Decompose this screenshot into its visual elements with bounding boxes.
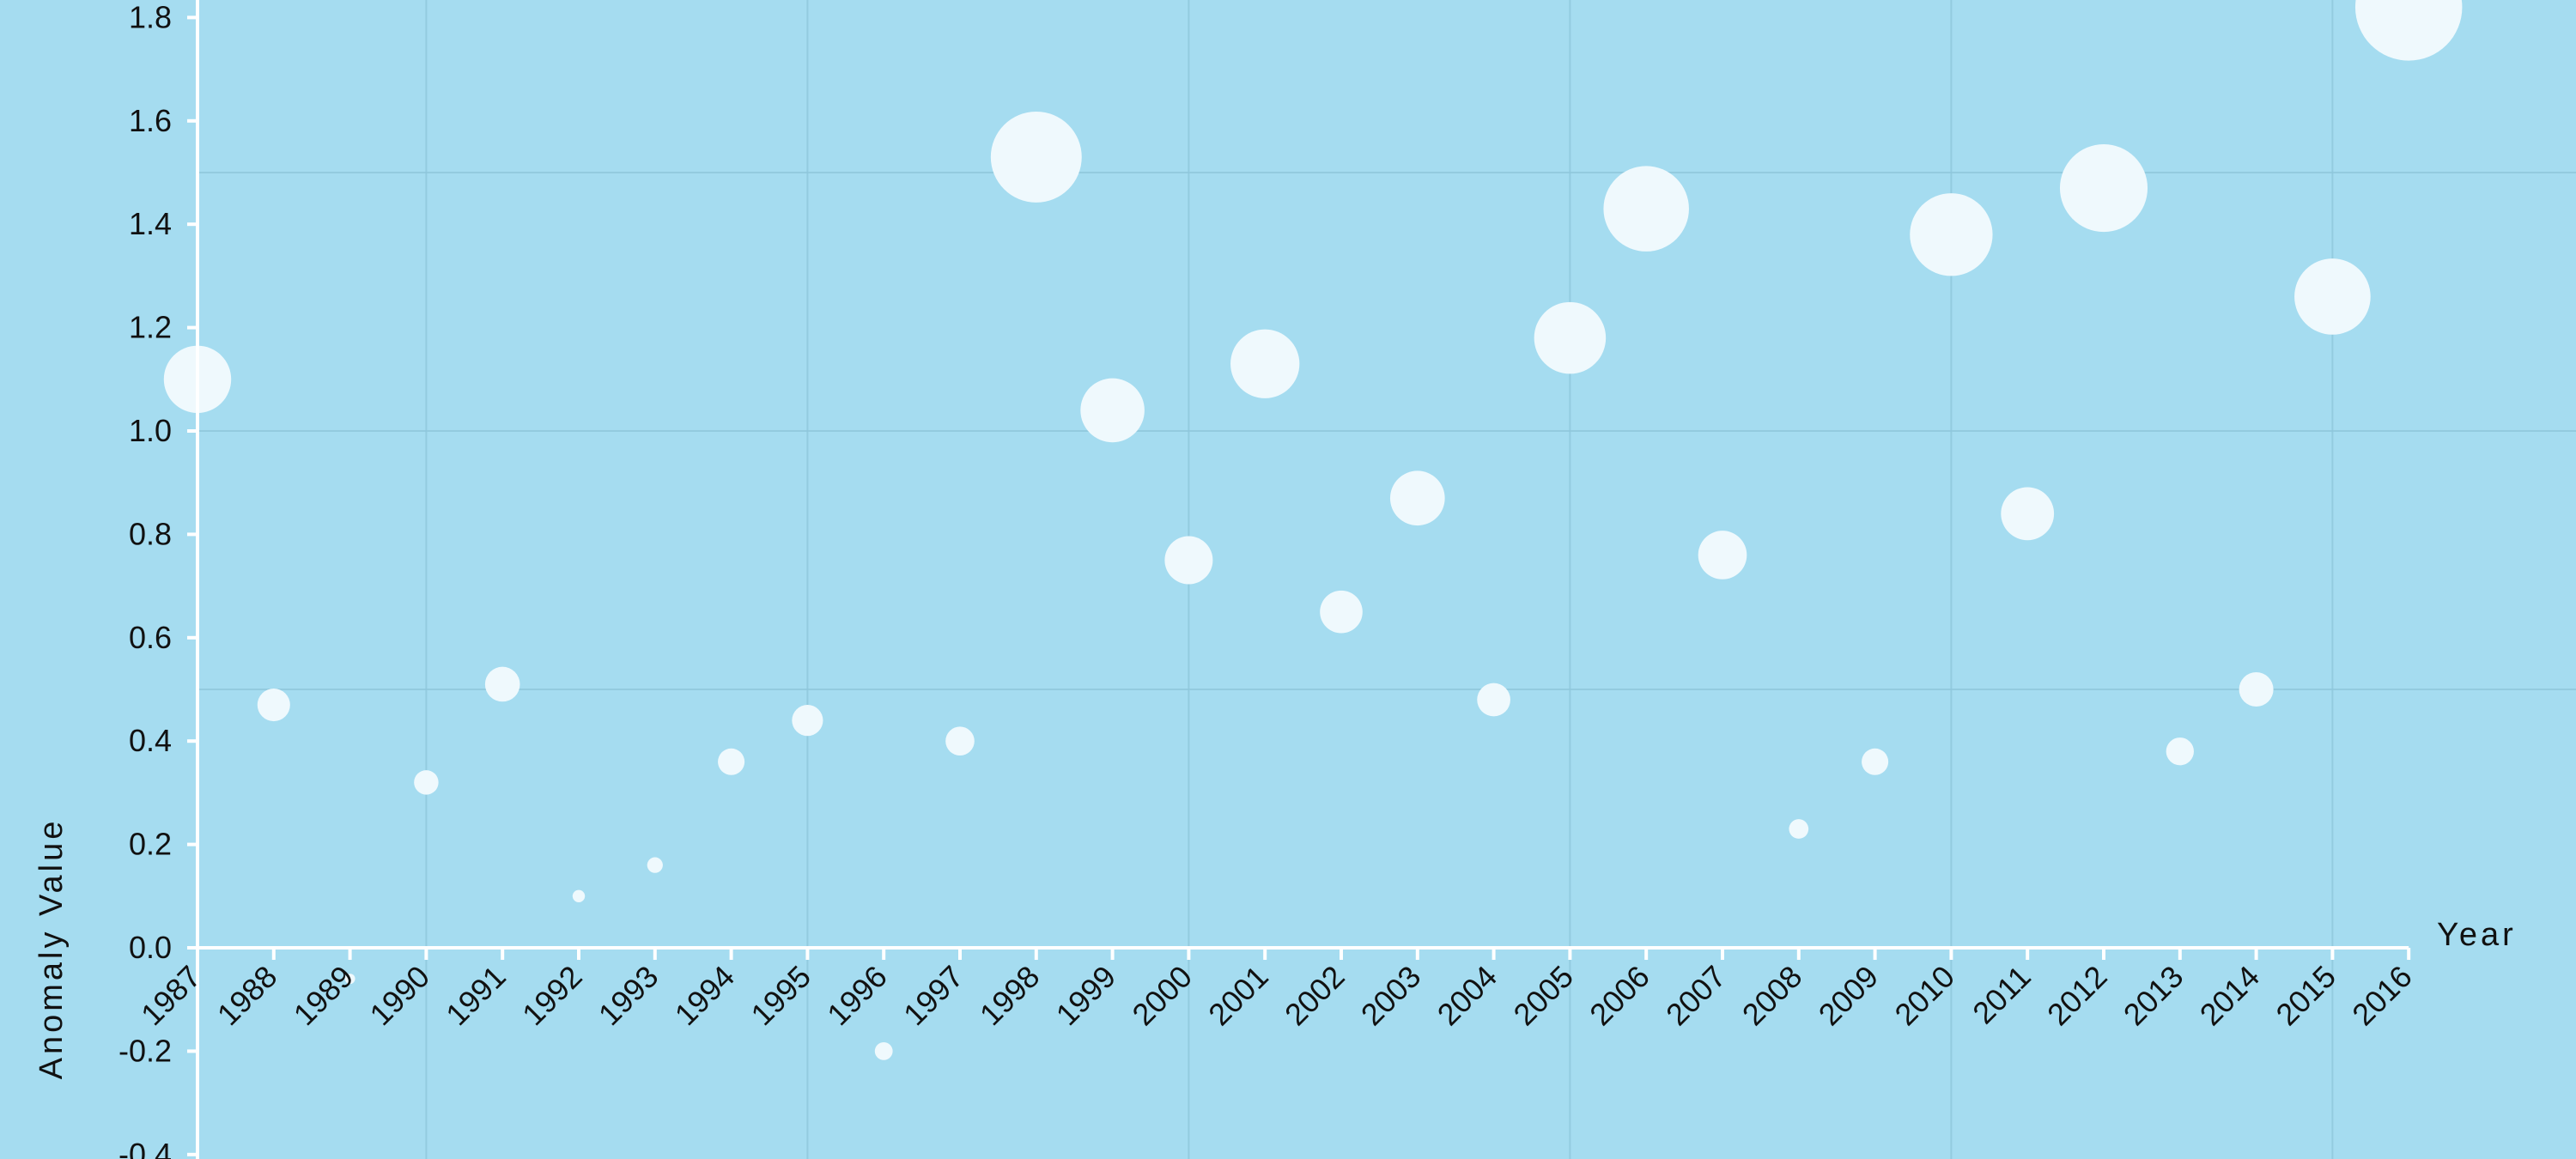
data-bubble-2006 — [1603, 166, 1689, 252]
data-bubble-1997 — [945, 726, 975, 755]
data-bubble-2010 — [1910, 193, 1993, 276]
y-tick-label: 1.0 — [129, 413, 172, 448]
data-bubble-1992 — [572, 889, 586, 903]
data-bubble-2003 — [1389, 470, 1445, 526]
data-bubble-1989 — [344, 974, 355, 985]
data-bubble-2001 — [1230, 329, 1300, 398]
data-bubble-2002 — [1320, 590, 1363, 634]
data-bubble-2004 — [1477, 683, 1510, 717]
data-bubble-2009 — [1862, 748, 1889, 775]
y-tick-label: 0.8 — [129, 516, 172, 551]
data-bubble-2008 — [1789, 819, 1809, 839]
y-tick-label: -0.4 — [118, 1137, 172, 1159]
axis-layer — [187, 0, 2411, 1159]
data-bubble-2013 — [2166, 737, 2194, 766]
data-bubble-1998 — [990, 111, 1082, 203]
data-bubble-2007 — [1698, 531, 1747, 580]
y-tick-label: 0.2 — [129, 827, 172, 862]
data-bubble-2016 — [2354, 0, 2463, 61]
y-tick-label: 0.6 — [129, 620, 172, 655]
y-tick-label: 1.4 — [129, 206, 172, 241]
data-bubble-1996 — [874, 1042, 893, 1060]
data-bubble-1995 — [792, 705, 823, 737]
data-bubble-2000 — [1164, 536, 1213, 585]
data-bubble-1993 — [647, 857, 663, 873]
data-bubble-2015 — [2294, 258, 2371, 335]
y-tick-label: 1.2 — [129, 310, 172, 345]
y-tick-label: 1.6 — [129, 103, 172, 138]
data-bubble-2014 — [2239, 672, 2274, 707]
x-axis-title: Year — [2437, 917, 2517, 953]
bubble-layer — [163, 0, 2463, 1060]
y-axis-title: Anomaly Value — [33, 818, 70, 1080]
data-bubble-2005 — [1534, 301, 1607, 374]
y-tick-label: 1.8 — [129, 0, 172, 34]
y-tick-label: 0.4 — [129, 723, 172, 758]
y-tick-label: 0.0 — [129, 930, 172, 965]
data-bubble-1990 — [414, 770, 439, 795]
data-bubble-1991 — [484, 666, 520, 702]
data-bubble-1994 — [718, 748, 745, 775]
y-tick-label: -0.2 — [118, 1033, 172, 1068]
data-bubble-2012 — [2059, 144, 2148, 233]
data-bubble-1988 — [257, 689, 290, 722]
data-bubble-2011 — [2001, 487, 2055, 541]
data-bubble-1999 — [1080, 378, 1145, 443]
